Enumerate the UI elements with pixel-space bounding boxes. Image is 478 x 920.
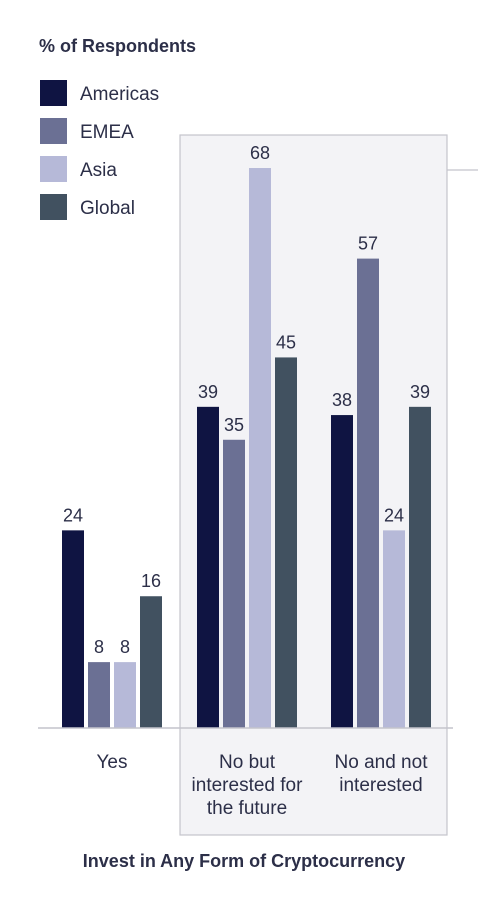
value-label-asia-2: 24 xyxy=(384,505,404,525)
bar-emea-2 xyxy=(357,258,379,728)
value-label-global-2: 39 xyxy=(410,382,430,402)
bar-asia-1 xyxy=(249,168,271,728)
legend: Americas EMEA Asia Global xyxy=(40,80,159,220)
value-label-emea-2: 57 xyxy=(358,234,378,254)
value-label-americas-2: 38 xyxy=(332,390,352,410)
bar-asia-0 xyxy=(114,662,136,728)
value-label-global-0: 16 xyxy=(141,571,161,591)
legend-label-asia: Asia xyxy=(80,160,117,181)
legend-swatch-americas xyxy=(40,80,67,106)
category-label-1-line-2: the future xyxy=(207,798,287,819)
bar-emea-0 xyxy=(88,662,110,728)
category-label-2-line-0: No and not xyxy=(335,752,429,773)
category-label-1-line-1: interested for xyxy=(192,775,304,796)
bar-asia-2 xyxy=(383,530,405,728)
category-label-0-line-0: Yes xyxy=(97,752,128,773)
value-label-global-1: 45 xyxy=(276,332,296,352)
x-axis-title: Invest in Any Form of Cryptocurrency xyxy=(83,851,405,871)
bar-americas-0 xyxy=(62,530,84,728)
value-label-emea-1: 35 xyxy=(224,415,244,435)
legend-swatch-emea xyxy=(40,118,67,144)
bars xyxy=(62,168,431,728)
highlight-panel xyxy=(179,134,448,836)
value-label-asia-0: 8 xyxy=(120,637,130,657)
value-label-emea-0: 8 xyxy=(94,637,104,657)
category-label-1-line-0: No but xyxy=(219,752,276,773)
legend-swatch-asia xyxy=(40,156,67,182)
legend-label-emea: EMEA xyxy=(80,122,134,143)
category-label-2-line-1: interested xyxy=(339,775,422,796)
bar-global-1 xyxy=(275,357,297,728)
value-label-americas-1: 39 xyxy=(198,382,218,402)
legend-label-americas: Americas xyxy=(80,84,159,105)
bar-emea-1 xyxy=(223,439,245,728)
bar-americas-2 xyxy=(331,415,353,728)
bar-global-0 xyxy=(140,596,162,728)
value-label-americas-0: 24 xyxy=(63,505,83,525)
bar-americas-1 xyxy=(197,406,219,728)
bar-global-2 xyxy=(409,406,431,728)
legend-label-global: Global xyxy=(80,198,135,219)
value-labels: 24 8 8 16 39 35 68 45 38 57 24 39 xyxy=(63,143,430,657)
y-axis-title: % of Respondents xyxy=(39,36,196,56)
legend-swatch-global xyxy=(40,194,67,220)
value-label-asia-1: 68 xyxy=(250,143,270,163)
